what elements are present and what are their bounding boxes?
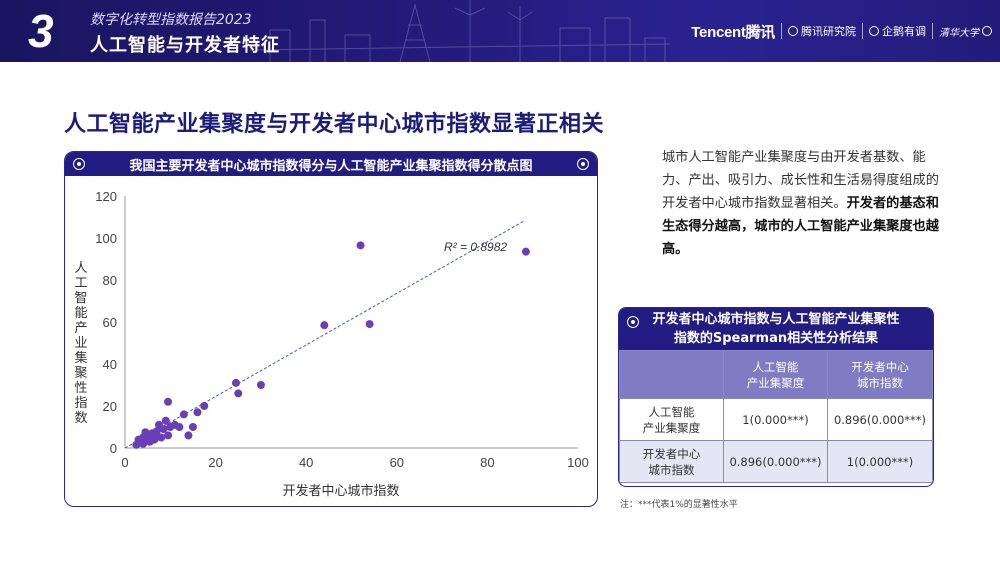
- data-point: [175, 423, 184, 431]
- correlation-table: 人工智能 产业集聚度 开发者中心 城市指数 人工智能 产业集聚度 1(0.000***…: [619, 350, 933, 483]
- y-tick-label: 60: [103, 315, 117, 330]
- trendline: [124, 220, 524, 449]
- data-point: [164, 431, 173, 440]
- correlation-title-line1: 开发者中心城市指数与人工智能产业集聚性: [652, 312, 900, 327]
- logo-divider: [862, 23, 863, 39]
- logo-divider: [932, 23, 933, 39]
- data-point: [356, 241, 365, 250]
- data-point: [161, 416, 170, 425]
- penguin-mark-icon: [869, 26, 879, 36]
- table-row: 人工智能 产业集聚度 1(0.000***) 0.896(0.000***): [619, 398, 933, 441]
- table-cell: 1(0.000***): [723, 398, 828, 441]
- research-logo: 腾讯研究院: [788, 23, 856, 39]
- data-point: [521, 247, 530, 256]
- university-logo: 清华大学: [939, 24, 992, 39]
- university-seal-icon: [982, 26, 992, 36]
- description-bold: 开发者的基态和生态得分越高，城市的人工智能产业集聚度也越高。: [662, 196, 939, 257]
- chapter-number: 3: [28, 5, 54, 57]
- y-tick-label: 120: [95, 189, 117, 204]
- data-point: [152, 427, 161, 436]
- table-cell: 0.896(0.000***): [827, 398, 933, 441]
- x-tick-label: 80: [480, 455, 494, 470]
- qidian-logo-text: 企鹅有调: [882, 25, 926, 38]
- research-mark-icon: [788, 26, 798, 36]
- tencent-logo: Tencent腾讯: [691, 23, 775, 41]
- section-title: 人工智能与开发者特征: [90, 35, 280, 56]
- table-row-label: 人工智能 产业集聚度: [619, 398, 724, 441]
- skyline-decoration: [250, 0, 670, 62]
- x-axis-label: 开发者中心城市指数: [282, 483, 399, 499]
- plot-axes: 0 20 40 60 80 100 120 0 20 40 60 80 100 人工智能产业集聚性指数: [74, 189, 588, 470]
- research-logo-text: 腾讯研究院: [801, 25, 856, 38]
- table-cell: 0.896(0.000***): [723, 440, 828, 483]
- table-header-row: 人工智能 产业集聚度 开发者中心 城市指数: [619, 350, 933, 399]
- y-tick-label: 100: [95, 231, 117, 246]
- y-tick-label: 40: [103, 357, 117, 372]
- data-point: [365, 320, 374, 329]
- qidian-logo: 企鹅有调: [869, 23, 926, 39]
- y-tick-label: 80: [103, 273, 117, 288]
- target-icon: [577, 158, 589, 170]
- table-header-cell: 开发者中心 城市指数: [827, 350, 933, 399]
- y-tick-label: 20: [103, 399, 117, 414]
- data-point: [157, 433, 166, 442]
- header-banner: 3 数字化转型指数报告2023 人工智能与开发者特征 Tencent腾讯 腾讯研…: [0, 0, 1000, 62]
- data-point: [164, 397, 173, 406]
- chart-panel-title-bar: 我国主要开发者中心城市指数得分与人工智能产业集聚指数得分散点图: [65, 152, 597, 176]
- scatter-chart-panel: 我国主要开发者中心城市指数得分与人工智能产业集聚指数得分散点图 0 20 40 60 8…: [64, 151, 598, 507]
- x-tick-label: 100: [567, 455, 589, 470]
- correlation-table-title-bar: 开发者中心城市指数与人工智能产业集聚性 指数的Spearman相关性分析结果: [619, 308, 933, 350]
- partner-logos: Tencent腾讯 腾讯研究院 企鹅有调 清华大学: [691, 18, 992, 44]
- report-name: 数字化转型指数报告2023: [90, 12, 252, 28]
- trendline-layer: [124, 220, 524, 449]
- y-axis-label: 人工智能产业集聚性指数: [74, 261, 87, 426]
- x-tick-label: 0: [121, 455, 128, 470]
- table-row-label: 开发者中心 城市指数: [619, 440, 724, 483]
- university-logo-text: 清华大学: [939, 27, 979, 39]
- description-text: 城市人工智能产业集聚度与由开发者基数、能力、产出、吸引力、成长性和生活易得度组成…: [662, 146, 940, 261]
- y-tick-label: 0: [110, 441, 117, 456]
- points-layer: [132, 241, 530, 449]
- page-headline: 人工智能产业集聚度与开发者中心城市指数显著正相关: [64, 112, 605, 137]
- data-point: [200, 402, 209, 410]
- correlation-title-line2: 指数的Spearman相关性分析结果: [673, 331, 879, 346]
- data-point: [231, 378, 240, 387]
- x-tick-label: 60: [390, 455, 404, 470]
- target-icon: [627, 316, 639, 328]
- data-point: [234, 389, 243, 398]
- table-cell: 1(0.000***): [827, 440, 933, 483]
- r-squared-annotation: R² = 0.8982: [444, 240, 507, 254]
- table-row: 开发者中心 城市指数 0.896(0.000***) 1(0.000***): [619, 440, 933, 483]
- data-point: [179, 410, 188, 419]
- logo-divider: [781, 23, 782, 39]
- chart-panel-title: 我国主要开发者中心城市指数得分与人工智能产业集聚指数得分散点图: [129, 158, 533, 174]
- data-point: [193, 408, 202, 417]
- data-point: [188, 423, 197, 431]
- correlation-table-panel: 开发者中心城市指数与人工智能产业集聚性 指数的Spearman相关性分析结果 人…: [618, 307, 934, 487]
- data-point: [159, 425, 168, 434]
- data-point: [320, 321, 329, 330]
- target-icon: [73, 158, 85, 170]
- scatter-plot: 0 20 40 60 80 100 120 0 20 40 60 80 100 人工智能产业集聚性指数 R…: [74, 189, 588, 499]
- x-tick-label: 20: [208, 455, 222, 470]
- table-footnote: 注：***代表1%的显著性水平: [620, 500, 738, 510]
- table-header-cell: 人工智能 产业集聚度: [723, 350, 828, 399]
- data-point: [184, 431, 193, 440]
- x-tick-label: 40: [299, 455, 313, 470]
- description-plain: 城市人工智能产业集聚度与由开发者基数、能力、产出、吸引力、成长性和生活易得度组成…: [662, 150, 939, 211]
- data-point: [256, 381, 265, 389]
- table-header-cell: [619, 350, 724, 399]
